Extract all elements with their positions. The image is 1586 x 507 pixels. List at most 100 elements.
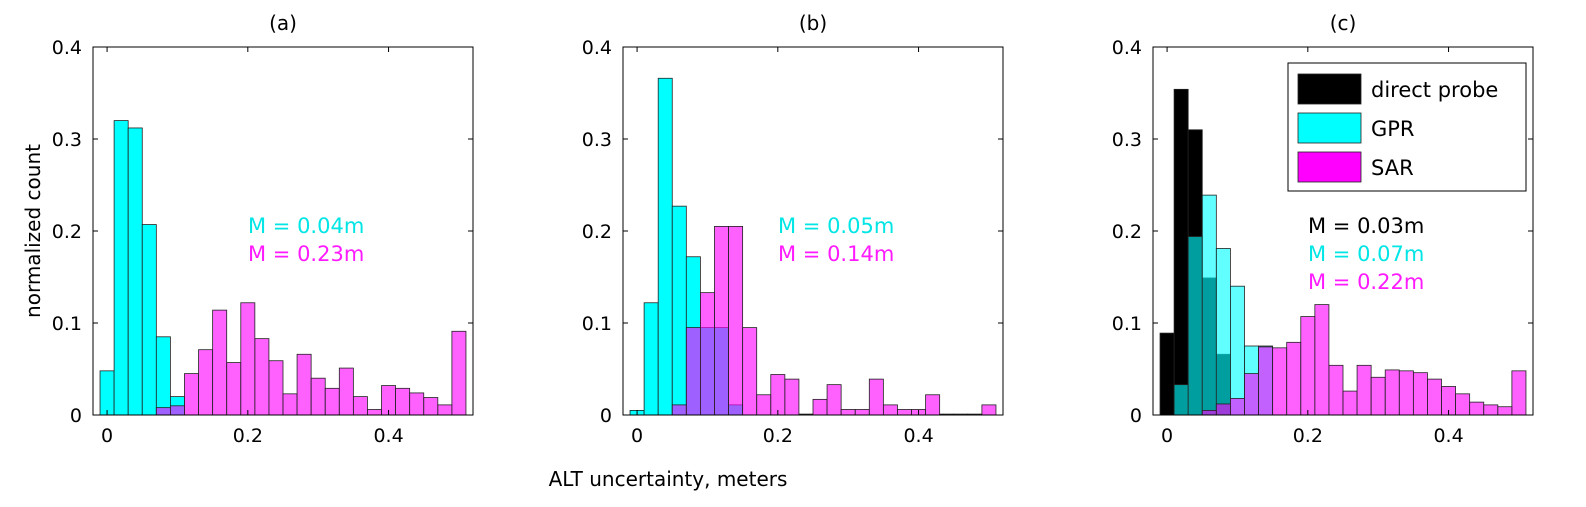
bar-sar — [451, 330, 467, 416]
bar-sar — [1469, 401, 1485, 416]
y-tick-label: 0.1 — [52, 313, 82, 335]
bar-sar — [282, 393, 298, 416]
bar-gpr — [643, 302, 659, 416]
bar-sar — [1427, 378, 1442, 416]
x-tick-label: 0.2 — [233, 425, 263, 447]
y-tick-label: 0.1 — [1112, 313, 1142, 335]
bar-sar — [685, 327, 701, 416]
y-tick-label: 0.2 — [52, 221, 82, 243]
bar-gpr — [99, 370, 115, 416]
bar-sar — [1328, 364, 1344, 416]
bar-sar — [324, 387, 340, 416]
bar-sar — [1258, 346, 1274, 416]
bar-sar — [770, 374, 786, 416]
bar-direct-probe — [1173, 88, 1189, 416]
panel-c: 0 0.2 0.4 0 0.1 0.2 0.3 0.4 (c) M = 0.03m M = 0.07… — [1112, 11, 1534, 447]
series-sar — [155, 302, 467, 416]
bar-sar — [268, 360, 284, 416]
legend-label: SAR — [1371, 156, 1414, 180]
bar-gpr — [1187, 236, 1203, 416]
bar-sar — [840, 409, 856, 416]
y-tick-label: 0.3 — [582, 129, 612, 151]
bar-sar — [671, 404, 687, 416]
legend-swatch-sar — [1297, 151, 1362, 183]
legend-label: direct probe — [1371, 78, 1498, 102]
panel-b: 0 0.2 0.4 0 0.1 0.2 0.3 0.4 (b) M = 0.05m M = 0.14… — [582, 11, 1004, 447]
bar-gpr — [127, 127, 143, 416]
bar-gpr — [141, 224, 157, 416]
x-tick-label: 0.4 — [903, 425, 933, 447]
series-sar — [671, 225, 997, 416]
y-tick-label: 0.3 — [1112, 129, 1142, 151]
bar-sar — [1483, 404, 1499, 416]
bar-sar — [812, 398, 828, 416]
legend-swatch-direct-probe — [1297, 73, 1362, 105]
bar-sar — [1272, 347, 1288, 416]
bar-gpr — [1230, 285, 1245, 416]
bar-sar — [784, 378, 800, 416]
y-tick-label: 0 — [1130, 405, 1142, 427]
bar-sar — [409, 392, 425, 416]
bar-sar — [981, 404, 997, 416]
bar-sar — [1215, 403, 1231, 416]
bar-sar — [212, 309, 228, 416]
bar-sar — [1201, 409, 1217, 416]
bar-sar — [742, 327, 758, 416]
bar-sar — [1356, 364, 1372, 416]
y-tick-label: 0.4 — [1112, 37, 1142, 59]
y-tick-label: 0 — [70, 405, 82, 427]
bar-sar — [868, 378, 884, 416]
median-annotation: M = 0.23m — [248, 242, 364, 266]
bar-sar — [155, 407, 171, 416]
median-annotation: M = 0.22m — [1308, 270, 1424, 294]
bar-sar — [240, 302, 256, 416]
bar-direct-probe — [1159, 332, 1175, 416]
y-tick-label: 0.2 — [582, 221, 612, 243]
y-tick-label: 0.4 — [52, 37, 82, 59]
y-tick-label: 0 — [600, 405, 612, 427]
bar-sar — [437, 404, 453, 416]
bar-sar — [1314, 304, 1330, 416]
bar-gpr — [155, 336, 171, 416]
median-annotation: M = 0.14m — [778, 242, 894, 266]
bar-gpr — [657, 77, 673, 416]
bar-sar — [170, 405, 185, 416]
bar-sar — [1412, 372, 1428, 416]
x-tick-label: 0.4 — [1433, 425, 1463, 447]
bar-sar — [423, 397, 439, 416]
bar-gpr — [1201, 194, 1217, 416]
bar-sar — [226, 362, 242, 416]
bar-sar — [367, 409, 382, 416]
panel-title: (b) — [799, 11, 827, 35]
x-tick-label: 0.2 — [1293, 425, 1323, 447]
bar-gpr — [1215, 248, 1231, 416]
bar-sar — [1342, 390, 1358, 416]
bar-sar — [714, 225, 729, 416]
legend-swatch-gpr — [1297, 112, 1362, 144]
x-tick-label: 0.4 — [373, 425, 403, 447]
bar-sar — [1230, 398, 1245, 416]
bar-gpr — [671, 205, 687, 416]
x-tick-label: 0 — [1161, 425, 1173, 447]
bar-sar — [1286, 341, 1302, 416]
legend: direct probe GPR SAR — [1287, 62, 1527, 192]
bar-sar — [1370, 376, 1386, 416]
median-annotation: M = 0.04m — [248, 214, 364, 238]
bar-sar — [854, 409, 870, 416]
series-sar — [1201, 304, 1527, 416]
bar-sar — [756, 394, 772, 416]
panel-title: (c) — [1330, 11, 1357, 35]
bar-sar — [826, 384, 842, 416]
y-tick-label: 0.3 — [52, 129, 82, 151]
bar-sar — [1384, 369, 1400, 416]
x-tick-label: 0.2 — [763, 425, 793, 447]
bar-sar — [184, 373, 199, 416]
median-annotation: M = 0.03m — [1308, 214, 1424, 238]
median-annotation: M = 0.05m — [778, 214, 894, 238]
bar-sar — [338, 367, 354, 416]
bar-sar — [1455, 393, 1471, 416]
panel-title: (a) — [269, 11, 297, 35]
bar-sar — [1300, 316, 1316, 416]
bar-sar — [1398, 370, 1414, 416]
bar-sar — [395, 387, 411, 416]
